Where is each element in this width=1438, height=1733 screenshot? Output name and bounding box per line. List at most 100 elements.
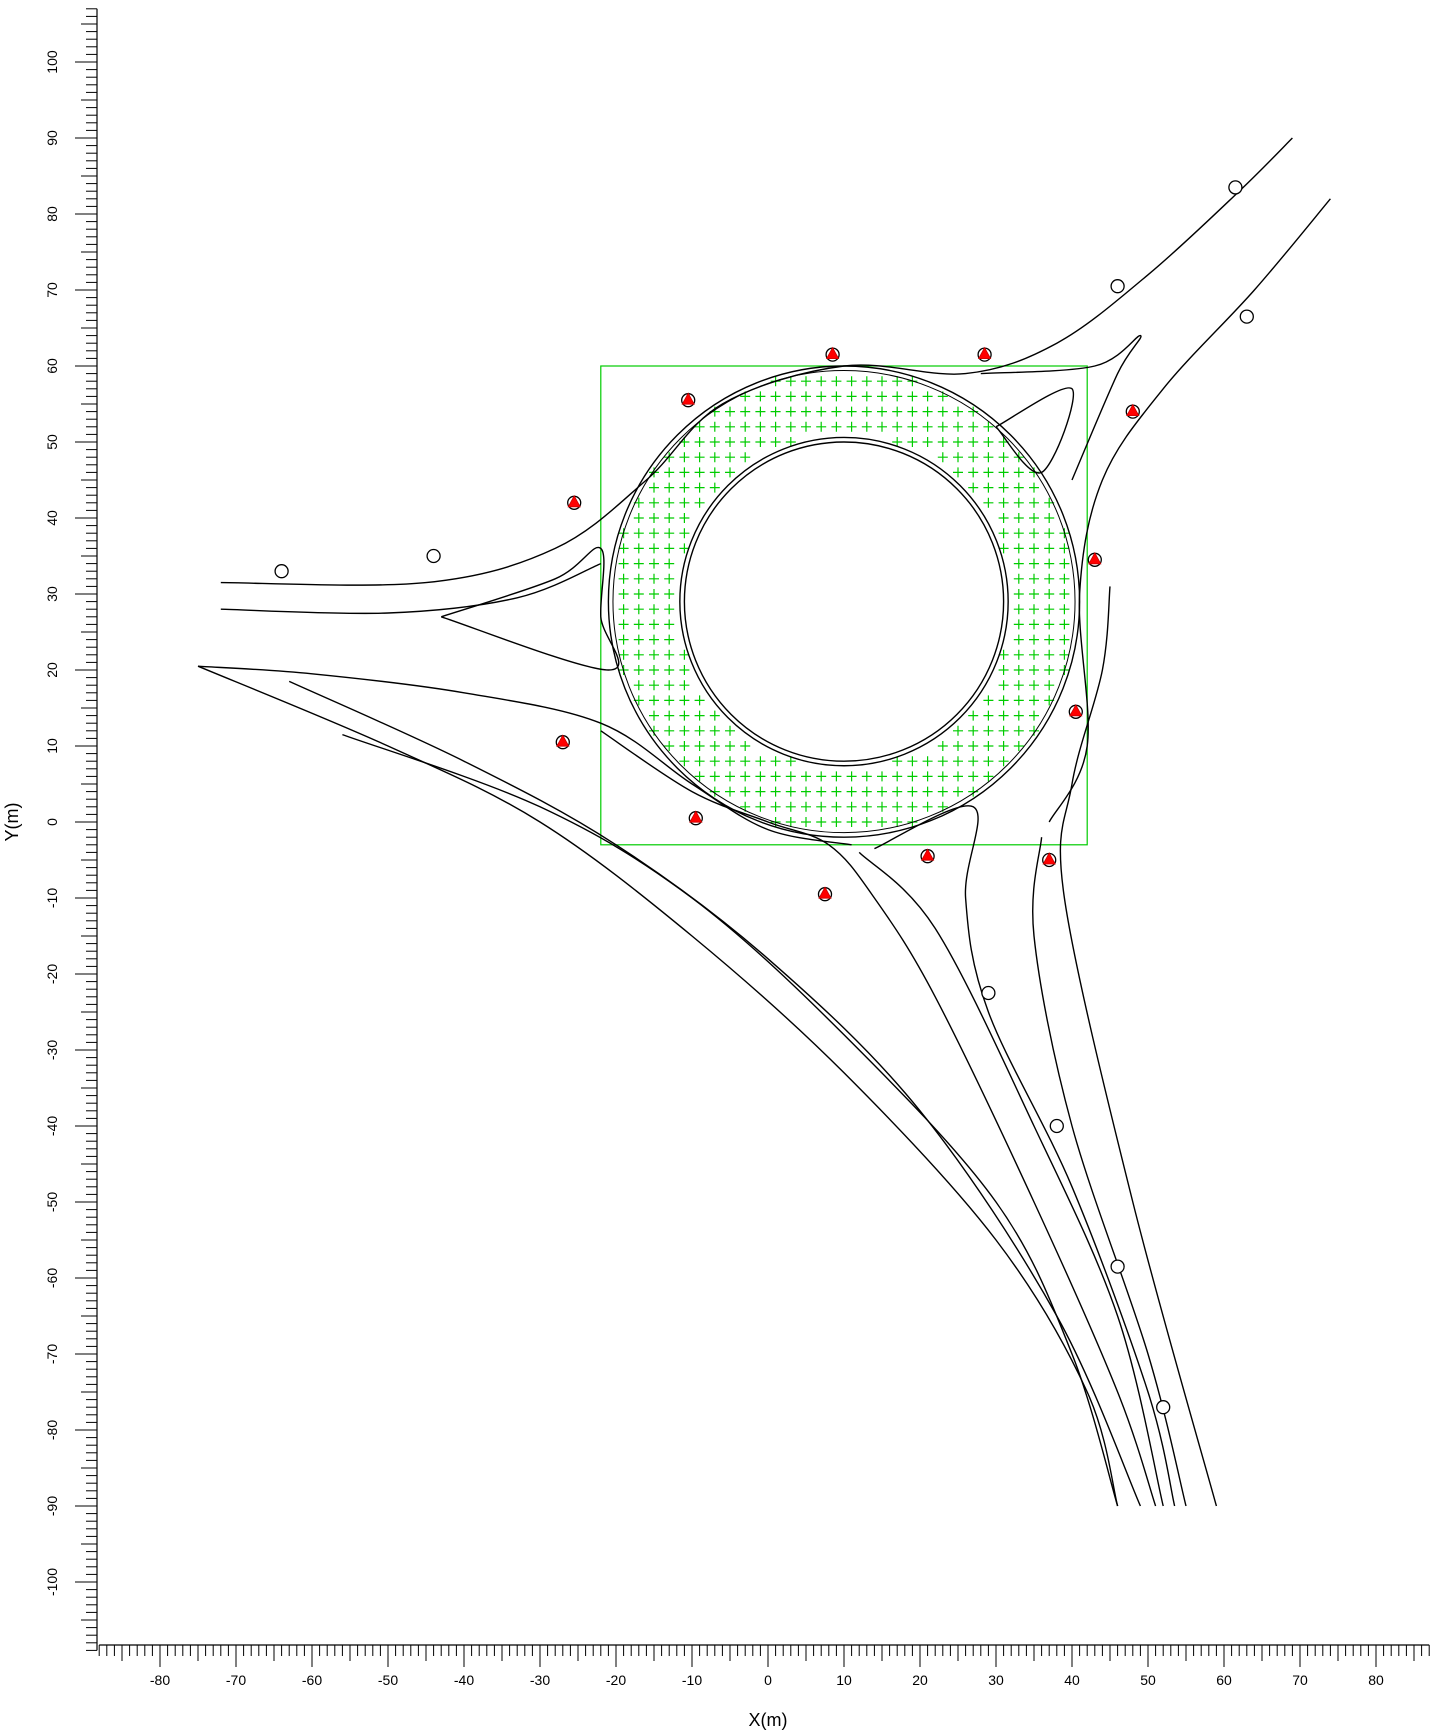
grid-point-marker	[892, 437, 903, 447]
grid-point-marker	[1059, 543, 1070, 554]
grid-point-marker	[664, 741, 675, 751]
grid-point-marker	[907, 786, 918, 797]
grid-point-marker	[785, 406, 796, 417]
grid-point-marker	[801, 406, 811, 417]
grid-point-marker	[953, 725, 963, 736]
grid-point-marker	[998, 680, 1009, 691]
grid-point-marker	[831, 421, 842, 432]
grid-point-marker	[1013, 649, 1024, 660]
grid-point-marker	[633, 573, 644, 584]
grid-point-marker	[907, 437, 918, 447]
grid-point-marker	[785, 437, 796, 447]
grid-point-marker	[740, 452, 751, 463]
grid-point-marker	[953, 771, 963, 782]
grid-point-marker	[998, 452, 1009, 463]
flag-triangle-marker	[1088, 551, 1102, 565]
y-tick-label: -50	[44, 1192, 60, 1212]
x-tick-label: 20	[912, 1672, 928, 1688]
grid-point-marker	[968, 421, 979, 432]
grid-point-marker	[1044, 543, 1055, 554]
grid-point-marker	[694, 421, 705, 432]
grid-point-marker	[664, 619, 675, 630]
flag-triangle-marker	[681, 392, 695, 405]
y-tick-label: -90	[44, 1496, 60, 1516]
grid-point-marker	[1044, 680, 1055, 691]
grid-point-marker	[953, 421, 963, 432]
grid-point-marker	[694, 756, 705, 767]
grid-point-marker	[633, 619, 644, 630]
grid-point-marker	[998, 513, 1009, 523]
y-tick-label: -20	[44, 964, 60, 984]
grid-point-marker	[1044, 665, 1055, 675]
grid-point-marker	[649, 482, 659, 493]
grid-point-marker	[998, 543, 1009, 554]
grid-point-marker	[846, 771, 857, 782]
x-tick-label: -60	[302, 1672, 322, 1688]
grid-point-marker	[649, 589, 659, 599]
grid-point-marker	[816, 771, 827, 782]
grid-point-marker	[679, 497, 690, 508]
y-tick-label: -100	[44, 1568, 60, 1596]
grid-point-marker	[618, 543, 629, 554]
grid-point-marker	[679, 695, 690, 706]
y-tick-label: 100	[44, 50, 60, 74]
grid-point-marker	[725, 406, 735, 417]
grid-point-marker	[633, 680, 644, 691]
grid-point-marker	[1013, 513, 1024, 523]
grid-point-marker	[1013, 619, 1024, 630]
grid-point-marker	[983, 710, 994, 721]
grid-point-marker	[983, 756, 994, 767]
y-tick-label: -80	[44, 1420, 60, 1440]
grid-point-marker	[709, 421, 720, 432]
grid-point-marker	[679, 649, 690, 660]
grid-point-marker	[679, 665, 690, 675]
grid-point-marker	[953, 756, 963, 767]
grid-point-marker	[725, 467, 735, 478]
grid-point-marker	[861, 786, 872, 797]
grid-point-marker	[816, 376, 827, 387]
grid-point-marker	[968, 771, 979, 782]
road-edge-line	[1048, 198, 1331, 823]
grid-point-marker	[694, 771, 705, 782]
grid-point-marker	[755, 421, 766, 432]
grid-point-marker	[709, 467, 720, 478]
grid-point-marker	[740, 756, 751, 767]
grid-point-marker	[801, 786, 811, 797]
grid-point-marker	[968, 741, 979, 751]
grid-point-marker	[633, 604, 644, 615]
receiver-point	[1110, 279, 1125, 294]
grid-point-marker	[968, 756, 979, 767]
grid-point-marker	[770, 786, 781, 797]
grid-point-marker	[694, 725, 705, 736]
grid-point-marker	[877, 421, 887, 432]
receiver-point	[426, 548, 441, 564]
grid-point-marker	[937, 756, 948, 767]
grid-point-marker	[633, 513, 644, 523]
grid-point-marker	[785, 771, 796, 782]
grid-point-marker	[1044, 513, 1055, 523]
grid-point-marker	[649, 665, 659, 675]
grid-point-marker	[861, 391, 872, 402]
grid-point-marker	[892, 376, 903, 387]
grid-point-marker	[998, 725, 1009, 736]
grid-point-marker	[861, 801, 872, 812]
grid-point-marker	[664, 665, 675, 675]
grid-point-marker	[983, 467, 994, 478]
grid-point-marker	[649, 543, 659, 554]
grid-point-marker	[861, 817, 872, 827]
grid-point-marker	[679, 725, 690, 736]
central-island-edge	[683, 441, 1005, 762]
flag-triangle-marker	[689, 810, 703, 823]
grid-point-marker	[725, 771, 735, 782]
grid-point-marker	[998, 467, 1009, 478]
road-edge-line	[440, 546, 620, 671]
grid-point-marker	[1013, 680, 1024, 691]
road-edge-line	[995, 387, 1075, 474]
x-tick-label: 50	[1140, 1672, 1156, 1688]
flag-triangle-marker	[1126, 403, 1140, 416]
grid-point-marker	[785, 786, 796, 797]
grid-point-marker	[861, 376, 872, 387]
grid-point-marker	[649, 695, 659, 706]
grid-point-marker	[937, 452, 948, 463]
road-edge-line	[874, 805, 1176, 1507]
